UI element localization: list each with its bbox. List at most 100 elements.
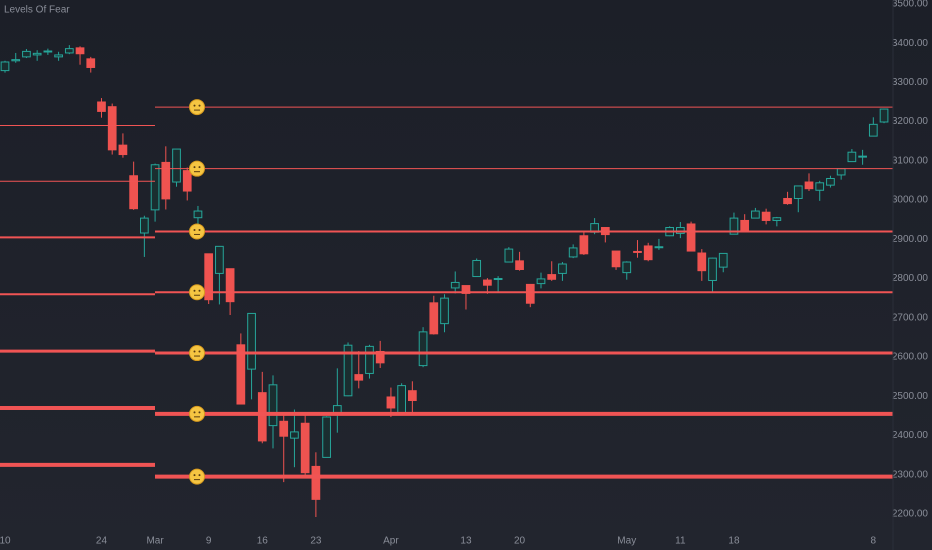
candle-body xyxy=(32,52,42,56)
candle-body xyxy=(54,54,63,58)
y-tick-label: 2900.00 xyxy=(892,234,929,245)
candle-body xyxy=(740,219,750,232)
x-tick-label: 11 xyxy=(675,536,686,547)
y-tick-label: 3100.00 xyxy=(892,155,929,166)
candle-body xyxy=(483,279,492,286)
y-tick-label: 2400.00 xyxy=(892,430,929,441)
emoji xyxy=(189,223,205,240)
candle-body xyxy=(172,148,181,183)
emoji-eye xyxy=(198,289,201,292)
candle-body xyxy=(311,465,321,500)
candle-body xyxy=(718,252,728,268)
y-tick-label: 2800.00 xyxy=(892,273,929,284)
x-tick-label: 18 xyxy=(728,536,740,547)
x-tick-label: 24 xyxy=(96,536,108,547)
candle-body xyxy=(568,247,578,258)
candle-body xyxy=(429,302,439,335)
candle-body xyxy=(279,420,289,437)
candle-body xyxy=(611,250,621,268)
y-tick-label: 2500.00 xyxy=(892,391,929,402)
y-tick-label: 3500.00 xyxy=(892,0,929,10)
candle-body xyxy=(751,210,760,219)
candle-body xyxy=(633,250,642,253)
emoji-eye xyxy=(198,411,201,414)
candle-body xyxy=(268,384,278,427)
candle-body xyxy=(86,58,96,68)
emoji-eye xyxy=(193,474,196,477)
candle-body xyxy=(579,235,589,255)
candle-body xyxy=(836,168,846,176)
y-tick-label: 2200.00 xyxy=(892,509,929,520)
candle-body xyxy=(22,50,31,58)
emoji xyxy=(189,284,205,301)
chart-title: Levels Of Fear xyxy=(4,5,70,16)
emoji-eye xyxy=(198,104,201,107)
candle-body xyxy=(0,61,10,72)
candle-body xyxy=(826,177,835,186)
y-tick-label: 2700.00 xyxy=(892,312,929,323)
candle-body xyxy=(440,297,449,325)
emoji-eye xyxy=(198,474,201,477)
candle-body xyxy=(783,197,792,205)
candle-body xyxy=(858,155,867,158)
emoji xyxy=(189,468,205,485)
emoji xyxy=(189,345,205,362)
candle-body xyxy=(804,181,814,190)
candle-body xyxy=(75,47,85,55)
candle-body xyxy=(140,217,149,234)
candle-body xyxy=(558,263,567,274)
candle-body xyxy=(354,374,364,381)
x-tick-label: 8 xyxy=(871,536,877,547)
candle-body xyxy=(365,345,374,374)
emoji-eye xyxy=(193,228,196,231)
candle-body xyxy=(161,161,171,200)
candle-body xyxy=(472,259,482,278)
candle-body xyxy=(150,164,160,211)
candle-body xyxy=(386,396,396,409)
candle-body xyxy=(525,283,535,304)
candle-body xyxy=(408,390,417,402)
x-tick-label: 13 xyxy=(460,536,472,547)
y-tick-label: 3300.00 xyxy=(892,77,929,88)
emoji xyxy=(189,405,205,422)
candle-body xyxy=(868,123,878,137)
candle-body xyxy=(107,106,117,151)
x-tick-label: 23 xyxy=(310,536,322,547)
x-tick-label: Apr xyxy=(383,536,399,547)
candle-body xyxy=(97,101,106,112)
emoji-eye xyxy=(193,350,196,353)
candle-body xyxy=(290,431,299,439)
candle-body xyxy=(129,175,138,210)
emoji-eye xyxy=(193,411,196,414)
candle-body xyxy=(536,278,546,285)
x-tick-label: 10 xyxy=(0,536,11,547)
candle-body xyxy=(225,268,235,303)
y-tick-label: 2600.00 xyxy=(892,352,929,363)
candle-body xyxy=(375,350,385,364)
candle-body xyxy=(461,285,471,294)
emoji xyxy=(189,160,205,177)
candle-body xyxy=(515,260,524,270)
emoji-eye xyxy=(193,289,196,292)
candle-body xyxy=(643,245,653,261)
candle-body xyxy=(43,50,53,53)
candle-body xyxy=(815,182,825,191)
emoji-eye xyxy=(193,104,196,107)
candle-body xyxy=(247,312,256,370)
candle-body xyxy=(64,48,74,54)
emoji-eye xyxy=(193,166,196,169)
x-tick-label: Mar xyxy=(146,536,164,547)
candle-body xyxy=(236,344,246,405)
candle-body xyxy=(879,108,889,123)
candle-body xyxy=(504,248,514,263)
candle-body xyxy=(215,245,224,274)
candle-body xyxy=(493,278,503,281)
candle-body xyxy=(697,252,707,272)
candle-body xyxy=(708,257,717,281)
y-tick-label: 2300.00 xyxy=(892,469,929,480)
candle-body xyxy=(547,274,557,280)
emoji-eye xyxy=(198,166,201,169)
x-tick-label: 16 xyxy=(257,536,269,547)
